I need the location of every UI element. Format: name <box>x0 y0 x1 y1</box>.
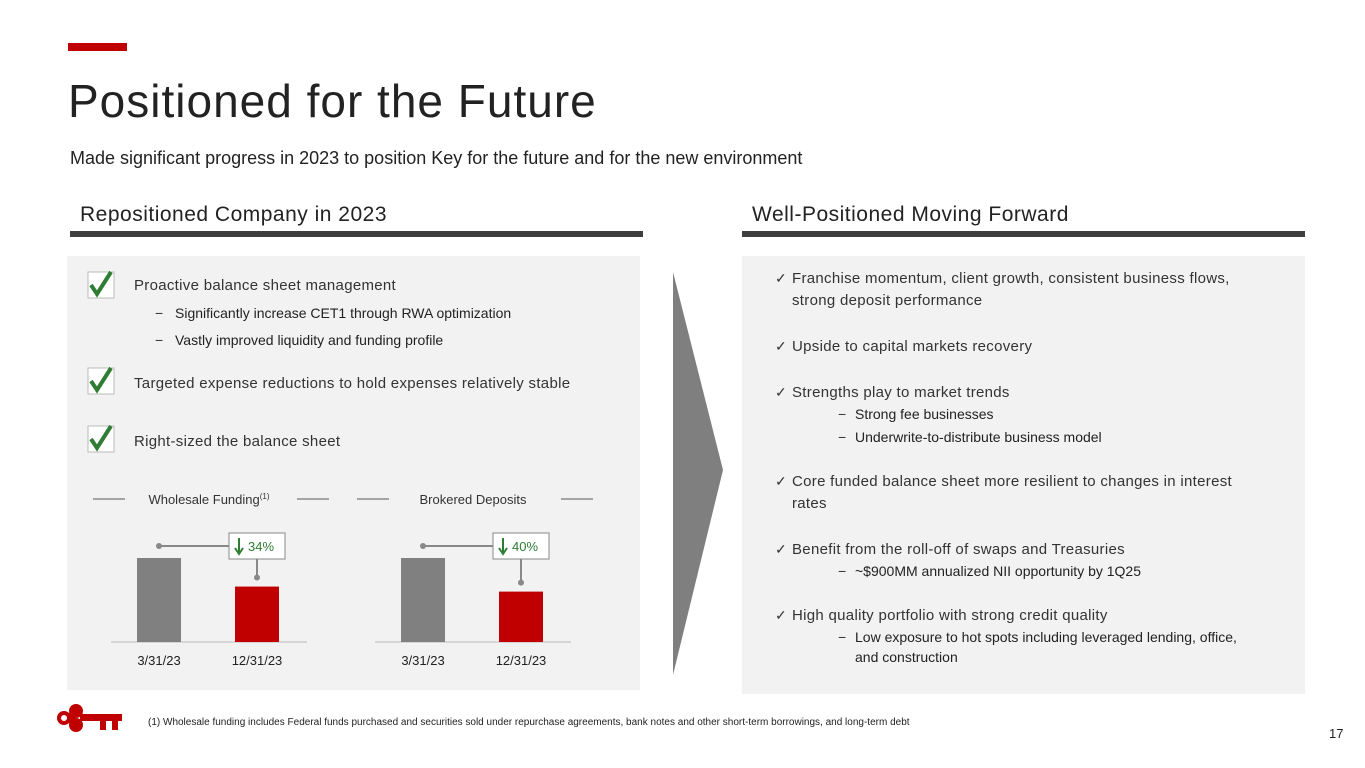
bar <box>235 586 279 642</box>
title-note: (1) <box>260 492 270 501</box>
title: Positioned for the Future <box>68 75 597 127</box>
section-heading: Repositioned Company in 2023 <box>80 203 388 226</box>
sub-item: Significantly increase CET1 through RWA … <box>175 305 512 321</box>
category-label: 3/31/23 <box>401 653 444 668</box>
chart-title: Wholesale Funding(1) <box>148 492 269 507</box>
connector-dot <box>156 543 162 549</box>
sub-item: Vastly improved liquidity and funding pr… <box>175 332 444 348</box>
dash: − <box>838 629 847 645</box>
sub-item: Underwrite-to-distribute business model <box>855 429 1102 445</box>
check: ✓ <box>775 384 787 400</box>
accent-bar <box>68 43 127 51</box>
connector-dot <box>420 543 426 549</box>
sub-item: Low exposure to hot spots including leve… <box>855 629 1237 645</box>
item: strong deposit performance <box>792 292 983 309</box>
sub-item: and construction <box>855 649 958 665</box>
check: ✓ <box>775 338 787 354</box>
check: ✓ <box>775 607 787 623</box>
item: High quality portfolio with strong credi… <box>792 607 1108 624</box>
footnote: (1) Wholesale funding includes Federal f… <box>148 717 910 728</box>
dash: − <box>155 305 164 321</box>
check: ✓ <box>775 270 787 286</box>
subtitle: Made significant progress in 2023 to pos… <box>70 148 803 168</box>
change-label: 40% <box>512 539 538 554</box>
category-label: 3/31/23 <box>137 653 180 668</box>
check: ✓ <box>775 473 787 489</box>
check: ✓ <box>775 541 787 557</box>
chevron <box>673 272 723 675</box>
dash: − <box>838 563 847 579</box>
item: Franchise momentum, client growth, consi… <box>792 270 1230 287</box>
item: Right-sized the balance sheet <box>134 433 341 450</box>
item: Proactive balance sheet management <box>134 277 397 294</box>
bar <box>137 558 181 642</box>
item: Strengths play to market trends <box>792 384 1010 401</box>
category-label: 12/31/23 <box>232 653 283 668</box>
dash: − <box>838 406 847 422</box>
dash: − <box>838 429 847 445</box>
sub-item: ~$900MM annualized NII opportunity by 1Q… <box>855 563 1142 579</box>
heading-rule <box>70 231 643 237</box>
chart-title: Brokered Deposits <box>420 492 527 507</box>
down-arrow <box>234 538 244 556</box>
sub-item: Strong fee businesses <box>855 406 994 422</box>
bar <box>401 558 445 642</box>
right-panel <box>742 256 1305 694</box>
item: Upside to capital markets recovery <box>792 338 1033 355</box>
category-label: 12/31/23 <box>496 653 547 668</box>
page-number: 17 <box>1329 726 1344 741</box>
heading-rule <box>742 231 1305 237</box>
checkbox <box>87 270 115 453</box>
change-label: 34% <box>248 539 274 554</box>
section-heading: Well-Positioned Moving Forward <box>752 203 1069 226</box>
item: rates <box>792 495 827 512</box>
item: Core funded balance sheet more resilient… <box>792 473 1232 490</box>
bar <box>499 591 543 642</box>
connector-dot <box>518 579 524 586</box>
down-arrow <box>498 538 508 556</box>
dash: − <box>155 332 164 348</box>
item: Targeted expense reductions to hold expe… <box>134 375 571 392</box>
connector-dot <box>254 574 260 581</box>
item: Benefit from the roll-off of swaps and T… <box>792 541 1125 558</box>
